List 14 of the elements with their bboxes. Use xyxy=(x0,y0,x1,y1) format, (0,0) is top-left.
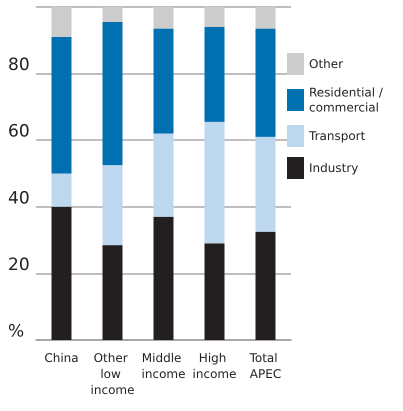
y-tick-label: 60 xyxy=(8,122,30,142)
legend-label: Other xyxy=(309,57,344,71)
legend-label: Transport xyxy=(308,129,366,143)
x-tick-label: Total APEC xyxy=(248,351,282,381)
x-tick-label: Other low income xyxy=(90,351,134,397)
legend-label: Industry xyxy=(309,161,358,175)
y-tick-label: 40 xyxy=(8,188,30,208)
y-tick-label: 20 xyxy=(8,254,30,275)
legend-label: Residential /commercial xyxy=(309,86,384,114)
x-tick-label: China xyxy=(44,351,79,365)
x-tick-label: Middle income xyxy=(142,351,186,381)
y-tick-label: 80 xyxy=(8,55,30,76)
x-tick-label: High income xyxy=(192,351,236,381)
y-tick-label: % xyxy=(8,322,24,342)
